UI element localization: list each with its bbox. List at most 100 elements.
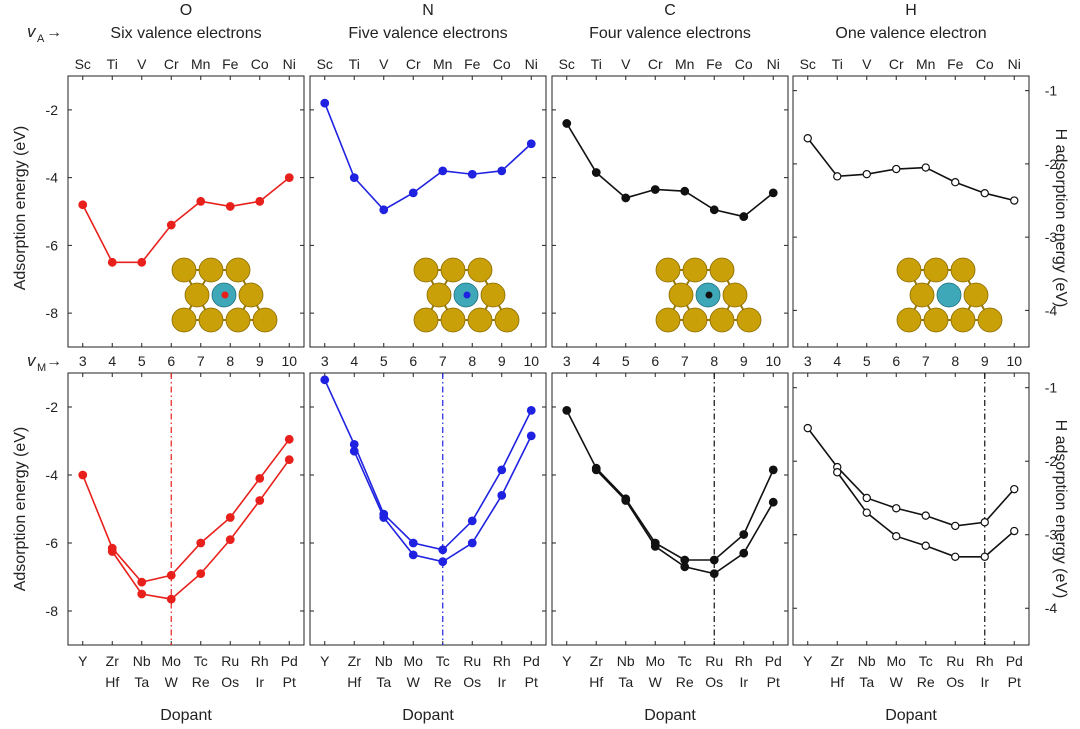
data-point-4d [862,493,871,503]
y-tick-label-right: -2 [1045,156,1058,172]
vm-number-label: 4 [592,353,600,369]
dopant-atom [936,282,962,308]
dopant-label: Hf [105,674,119,690]
vm-number-label: 4 [350,353,358,369]
data-point-3d [497,166,507,176]
data-point-4d [467,516,477,526]
data-point-3d [196,196,206,206]
top-element-label: Fe [706,56,723,72]
data-point-5d [526,431,536,441]
vm-row-label: v M → [27,351,62,374]
dopant-label: Re [434,674,452,690]
y-tick-label-left: -2 [46,399,59,415]
dopant-label: Ta [134,674,149,690]
vm-number-label: 7 [439,353,447,369]
y-tick-label-right: -3 [1045,527,1058,543]
data-point-4d [1010,484,1019,494]
y-tick-label-right: -1 [1045,380,1058,396]
vm-number-label: 7 [922,353,930,369]
gold-atom [480,282,506,308]
data-point-5d [438,557,448,567]
vm-number-label: 4 [108,353,116,369]
y-tick-label-left: -2 [46,102,59,118]
gold-atom [225,257,251,283]
top-element-label: Fe [947,56,964,72]
data-point-5d [497,491,507,500]
dopant-label: Re [192,674,210,690]
data-point-4d [78,470,88,480]
top-element-label: Mn [433,56,452,72]
gold-atom [950,307,976,333]
data-point-3d [78,200,88,210]
y-tick-label-right: -4 [1045,302,1058,318]
data-point-4d [137,577,147,587]
gold-atom [977,307,1003,333]
dopant-label: Pd [765,653,782,669]
data-point-3d [768,188,778,198]
data-point-4d [739,530,749,539]
dopant-label: Mo [887,653,907,669]
ylabel-left-bottom: Adsorption energy (eV) [12,427,29,592]
data-point-5d [166,594,176,604]
dopant-label: W [649,674,663,690]
top-element-label: Co [251,56,269,72]
surface-structure-inset [655,257,762,333]
dopant-label: Hf [830,674,844,690]
data-point-3d [709,205,719,215]
vm-number-label: 10 [765,353,781,369]
series-line-3d [807,137,1015,202]
gold-atom [171,307,197,333]
dopant-label: Pd [281,653,298,669]
dopant-label: Ta [618,674,633,690]
gold-atom [909,282,935,308]
vm-number-label: 10 [1006,353,1022,369]
y-tick-label-left: -8 [46,603,59,619]
gold-atom [440,257,466,283]
dopant-label: Ir [739,674,748,690]
y-tick-label-right: -3 [1045,229,1058,245]
gold-atom [682,307,708,333]
dopant-label: Re [676,674,694,690]
adsorbate-atom [221,291,229,299]
dopant-label: Ta [859,674,874,690]
gold-atom [923,257,949,283]
top-element-label: Ni [283,56,296,72]
dopant-label: Ir [255,674,264,690]
data-point-5d [107,547,117,556]
data-point-5d [680,562,690,572]
chart-top-N: Sc 3 Ti 4 V 5 Cr 6 Mn 7 Fe 8 Co 9 Ni 10 N Five valence el… [309,2,547,369]
vm-number-label: 9 [498,353,506,369]
vm-number-label: 5 [138,353,146,369]
dopant-label: Rh [735,653,753,669]
gold-atom [896,257,922,283]
vm-number-label: 9 [740,353,748,369]
data-point-5d [892,532,901,541]
dopant-label: Ru [221,653,239,669]
dopant-label: Nb [375,653,393,669]
series-line-4d [807,427,1015,527]
plot-frame [792,372,1030,646]
top-element-label: Ni [767,56,780,72]
top-element-label: Ti [349,56,360,72]
data-point-3d [739,212,749,221]
vm-number-label: 9 [981,353,989,369]
panels: Sc 3 Ti 4 V 5 Cr 6 Mn 7 Fe 8 Co 9 Ni 10 O Six valence ele… [46,2,1058,724]
y-tick-label-left: -4 [46,170,59,186]
data-point-4d [803,423,812,433]
top-element-label: Sc [800,56,816,72]
data-point-5d [709,569,719,578]
x-axis-label: Dopant [402,707,454,724]
dopant-label: Mo [162,653,182,669]
gold-atom [709,307,735,333]
series-line-3d [82,177,290,264]
data-point-5d [225,535,235,544]
gold-atom [225,307,251,333]
data-point-3d [951,178,960,187]
panel-element-title: O [180,2,192,19]
data-point-4d [709,555,719,565]
top-element-label: Ni [1008,56,1021,72]
chart-bottom-N: Y Zr Hf Nb Ta Mo W Tc Re Ru Os Rh Ir Pd Pt Dopant [309,372,547,724]
data-point-4d [166,570,176,580]
surface-structure-inset [171,257,278,333]
